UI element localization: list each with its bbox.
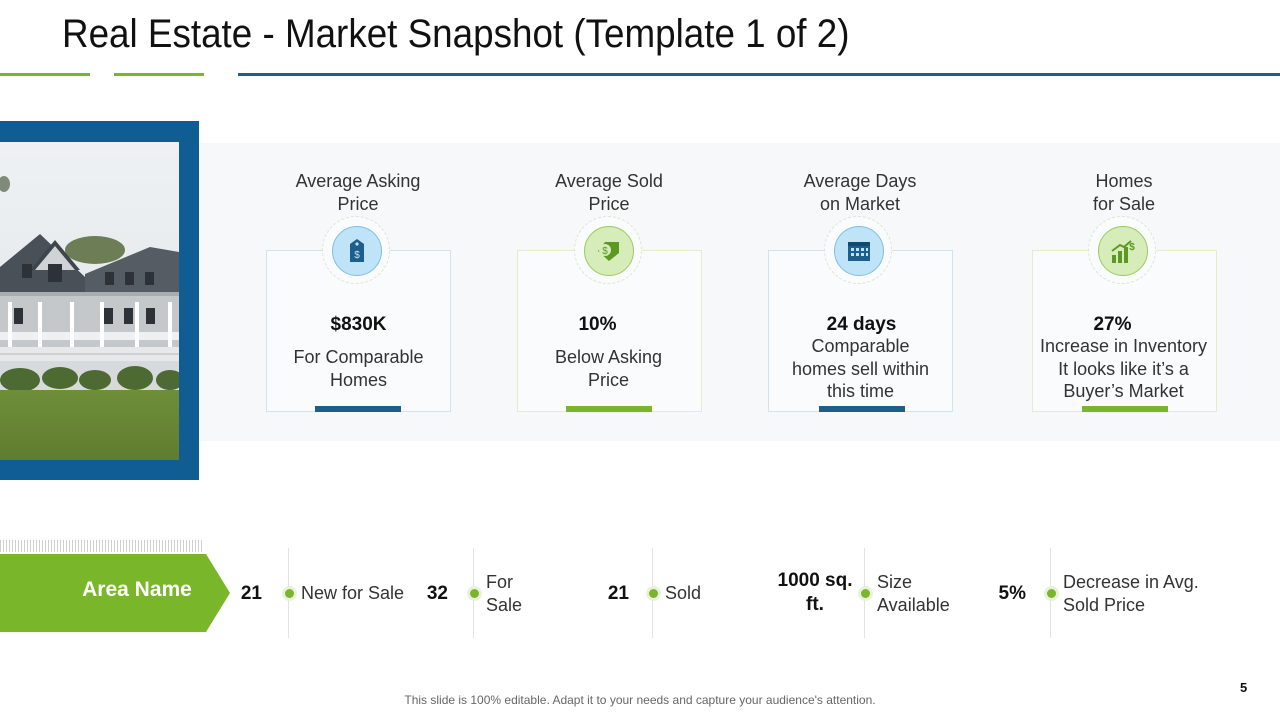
stat-bullet	[285, 589, 294, 598]
svg-text:$: $	[1129, 242, 1135, 253]
card-accent-bar	[819, 406, 905, 412]
area-name-banner	[0, 554, 230, 632]
card-value: 10%	[578, 314, 617, 335]
page-number: 5	[1240, 680, 1248, 695]
stat-value: 32	[426, 583, 448, 604]
card-value: 27%	[1093, 314, 1132, 335]
stat-label: Decrease in Avg. Sold Price	[1063, 572, 1199, 615]
card-heading: Homes for Sale	[1092, 171, 1156, 214]
card-heading: Average Asking Price	[295, 171, 421, 214]
card-description: Increase in Inventory It looks like it’s…	[1039, 336, 1208, 401]
calendar-icon	[834, 226, 884, 276]
stat-value: 21	[607, 583, 629, 604]
area-name-label: Area Name	[82, 578, 192, 601]
svg-text:$: $	[354, 250, 360, 261]
card-accent-bar	[315, 406, 401, 412]
title-underline-green-1	[0, 73, 90, 76]
stat-value: 1000 sq. ft.	[777, 570, 853, 615]
footer-note: This slide is 100% editable. Adapt it to…	[404, 693, 876, 707]
stat-value: 21	[240, 583, 262, 604]
svg-text:$: $	[602, 246, 608, 257]
slide-title: Real Estate - Market Snapshot (Template …	[62, 12, 850, 56]
card-description: Comparable homes sell within this time	[791, 336, 930, 401]
decorative-stripe	[0, 540, 203, 552]
card-value: 24 days	[826, 314, 897, 335]
title-underline-green-2	[114, 73, 204, 76]
stat-label: Sold	[665, 583, 702, 603]
stat-bullet	[1047, 589, 1056, 598]
card-heading: Average Days on Market	[803, 171, 917, 214]
price-tag-dollar-icon: $	[332, 226, 382, 276]
stat-bullet	[861, 589, 870, 598]
stat-bullet	[649, 589, 658, 598]
stat-label: For Sale	[486, 572, 523, 615]
house-photo	[0, 142, 179, 460]
card-description: For Comparable Homes	[293, 347, 424, 390]
card-accent-bar	[566, 406, 652, 412]
stat-value: 5%	[998, 583, 1026, 604]
card-accent-bar	[1082, 406, 1168, 412]
title-underline-blue	[238, 73, 1280, 76]
stat-label: Size Available	[877, 572, 950, 615]
growth-chart-icon: $	[1098, 226, 1148, 276]
card-description: Below Asking Price	[554, 347, 663, 390]
card-value: $830K	[330, 314, 387, 335]
dollar-tag-icon: $	[584, 226, 634, 276]
stat-bullet	[470, 589, 479, 598]
stat-label: New for Sale	[301, 583, 405, 603]
card-heading: Average Sold Price	[555, 171, 663, 214]
